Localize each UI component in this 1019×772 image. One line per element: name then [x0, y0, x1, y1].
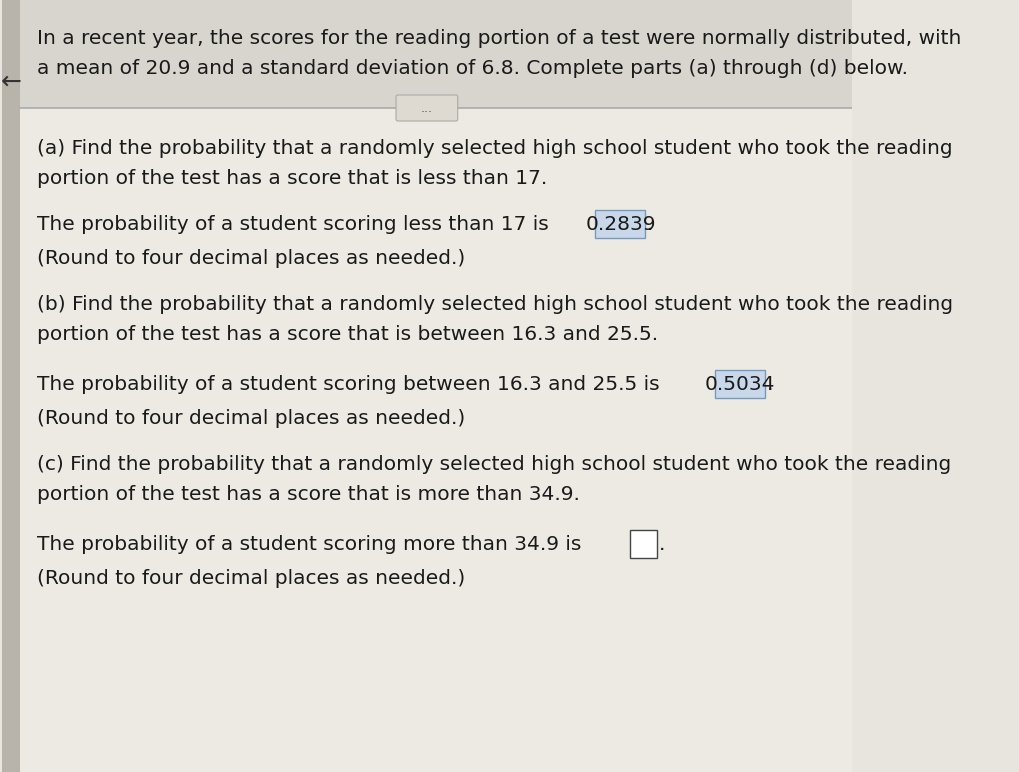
Text: (Round to four decimal places as needed.): (Round to four decimal places as needed.…	[37, 408, 466, 428]
Text: portion of the test has a score that is between 16.3 and 25.5.: portion of the test has a score that is …	[37, 324, 658, 344]
Bar	[2, 0, 20, 772]
Text: .: .	[659, 534, 665, 554]
Text: The probability of a student scoring less than 17 is: The probability of a student scoring les…	[37, 215, 555, 233]
Text: The probability of a student scoring more than 34.9 is: The probability of a student scoring mor…	[37, 534, 588, 554]
Text: 0.2839: 0.2839	[585, 215, 655, 233]
Text: (c) Find the probability that a randomly selected high school student who took t: (c) Find the probability that a randomly…	[37, 455, 952, 473]
Text: .: .	[766, 374, 772, 394]
Text: .: .	[647, 215, 653, 233]
Text: portion of the test has a score that is less than 17.: portion of the test has a score that is …	[37, 168, 547, 188]
Text: The probability of a student scoring between 16.3 and 25.5 is: The probability of a student scoring bet…	[37, 374, 666, 394]
FancyBboxPatch shape	[595, 210, 645, 238]
Text: portion of the test has a score that is more than 34.9.: portion of the test has a score that is …	[37, 485, 580, 503]
Text: ...: ...	[421, 101, 433, 114]
FancyBboxPatch shape	[396, 95, 458, 121]
Text: 0.5034: 0.5034	[704, 374, 775, 394]
FancyBboxPatch shape	[631, 530, 657, 558]
Bar	[20, 0, 852, 108]
Text: (Round to four decimal places as needed.): (Round to four decimal places as needed.…	[37, 249, 466, 268]
Text: ←: ←	[1, 70, 21, 94]
Text: a mean of 20.9 and a standard deviation of 6.8. Complete parts (a) through (d) b: a mean of 20.9 and a standard deviation …	[37, 59, 908, 77]
Text: (a) Find the probability that a randomly selected high school student who took t: (a) Find the probability that a randomly…	[37, 138, 953, 157]
Text: In a recent year, the scores for the reading portion of a test were normally dis: In a recent year, the scores for the rea…	[37, 29, 961, 48]
Bar	[20, 108, 852, 772]
Text: (b) Find the probability that a randomly selected high school student who took t: (b) Find the probability that a randomly…	[37, 294, 953, 313]
Text: (Round to four decimal places as needed.): (Round to four decimal places as needed.…	[37, 568, 466, 587]
Bar	[719, 0, 852, 45]
FancyBboxPatch shape	[714, 370, 764, 398]
